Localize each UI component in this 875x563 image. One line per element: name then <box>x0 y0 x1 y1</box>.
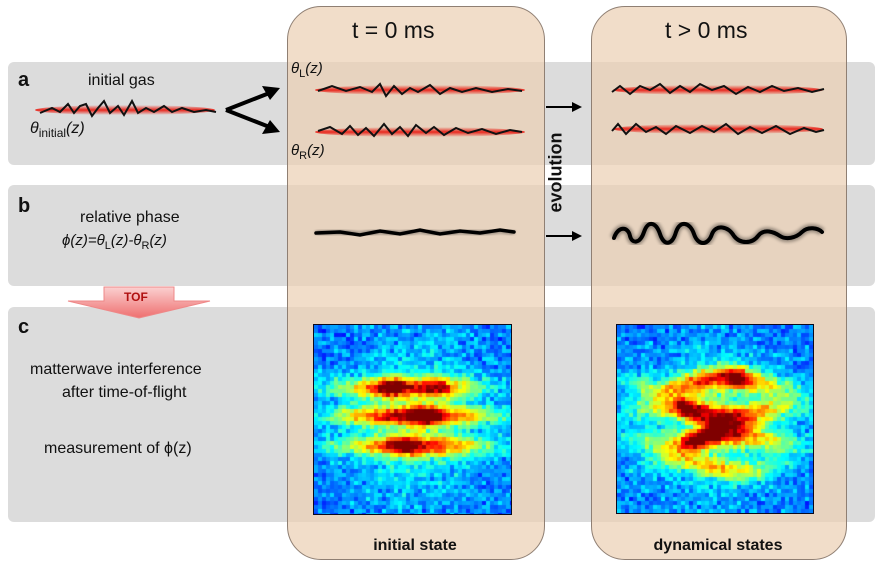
row-b-letter: b <box>18 195 31 217</box>
tof-label: TOF <box>124 290 148 304</box>
matterwave-line1: matterwave interference <box>30 361 202 378</box>
row-c-letter: c <box>18 316 30 338</box>
column-dynamic-title: t > 0 ms <box>665 17 748 43</box>
interference-image-initial <box>313 324 512 515</box>
evolution-label: evolution <box>545 132 566 213</box>
split-arrows <box>225 86 280 134</box>
tof-arrow <box>67 286 211 319</box>
interference-image-dynamic <box>616 324 814 514</box>
relative-phase-label: relative phase <box>80 209 180 226</box>
evolution-arrows <box>546 102 582 241</box>
theta-l-cloud <box>315 82 525 98</box>
theta-l-label: θL(z) <box>291 60 323 80</box>
theta-r-label: θR(z) <box>291 142 325 162</box>
initial-gas-label: initial gas <box>88 72 155 89</box>
relative-phase-dynamic <box>610 220 825 247</box>
theta-r-cloud <box>315 122 525 138</box>
measurement-label: measurement of ϕ(z) <box>44 440 192 457</box>
dynamic-upper-cloud <box>611 82 825 96</box>
relative-phase-initial <box>314 226 516 239</box>
column-initial-footer: initial state <box>373 537 457 554</box>
theta-initial-label: θinitial(z) <box>30 120 85 141</box>
column-dynamic-footer: dynamical states <box>653 537 783 554</box>
initial-gas-cloud <box>35 98 217 118</box>
dynamic-lower-cloud <box>611 122 825 136</box>
matterwave-line2: after time-of-flight <box>62 384 187 401</box>
row-a-letter: a <box>18 69 30 91</box>
column-initial-title: t = 0 ms <box>352 17 435 43</box>
phi-formula: ϕ(z)=θL(z)-θR(z) <box>62 232 167 252</box>
